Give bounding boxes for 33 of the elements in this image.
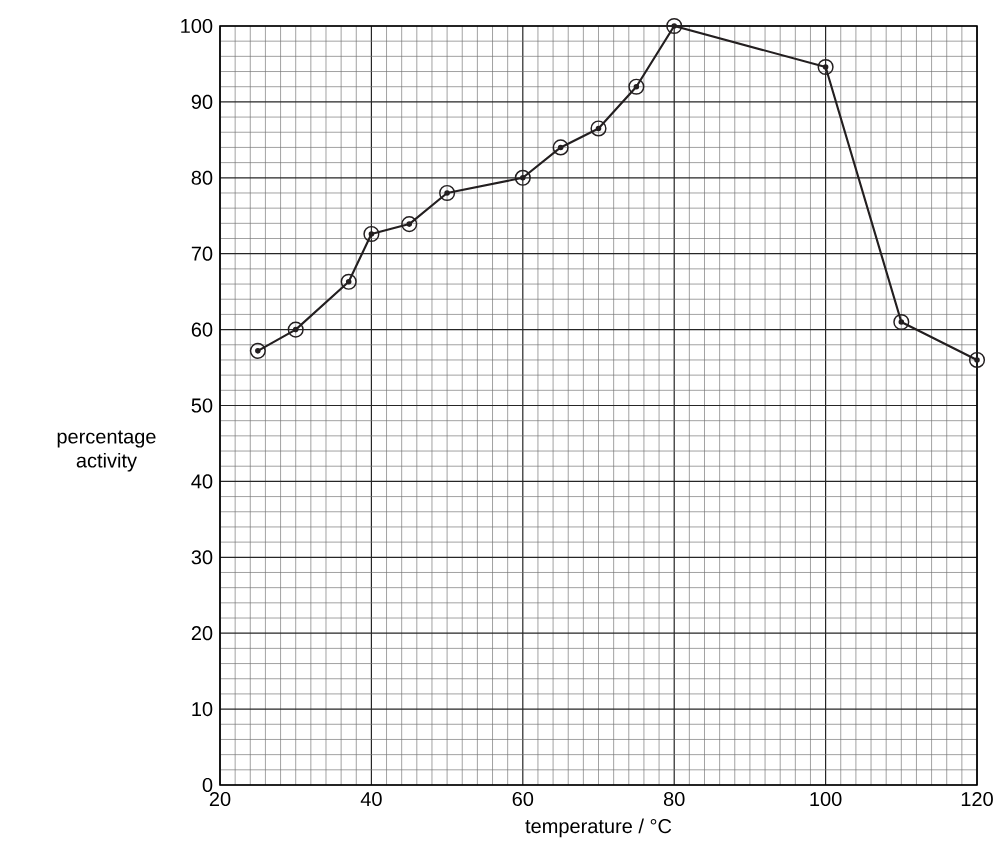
y-tick-label: 40	[191, 474, 213, 489]
y-tick-label: 30	[191, 550, 213, 565]
point	[401, 216, 418, 233]
y-tick-label: 60	[191, 322, 213, 337]
point	[340, 273, 357, 290]
x-tick-label: 100	[810, 791, 842, 807]
y-tick-label: 50	[191, 398, 213, 413]
y-tick-label: 20	[191, 626, 213, 641]
point	[287, 321, 304, 338]
point	[249, 342, 266, 359]
point	[552, 139, 569, 156]
x-tick-label: 60	[512, 791, 534, 807]
point	[514, 169, 531, 186]
point	[968, 351, 986, 369]
point	[439, 184, 456, 202]
point	[628, 78, 645, 95]
x-axis-title: temperature / °C	[525, 818, 672, 838]
point	[893, 313, 910, 331]
y-tick-label: 0	[202, 777, 213, 793]
x-tick-label: 80	[663, 791, 685, 807]
y-tick-label: 80	[191, 170, 213, 185]
y-axis-title: percentage activity	[57, 430, 156, 472]
y-tick-label: 70	[191, 246, 213, 261]
y-tick-label: 100	[181, 18, 213, 34]
y-tick-label: 90	[191, 94, 213, 109]
y-tick-label: 10	[192, 702, 213, 717]
x-tick-label: 120	[961, 791, 993, 807]
point	[666, 17, 683, 35]
point	[590, 120, 607, 137]
point	[817, 58, 834, 76]
x-tick-label: 40	[360, 791, 382, 807]
point	[363, 225, 380, 243]
x-tick-label: 20	[209, 791, 231, 807]
